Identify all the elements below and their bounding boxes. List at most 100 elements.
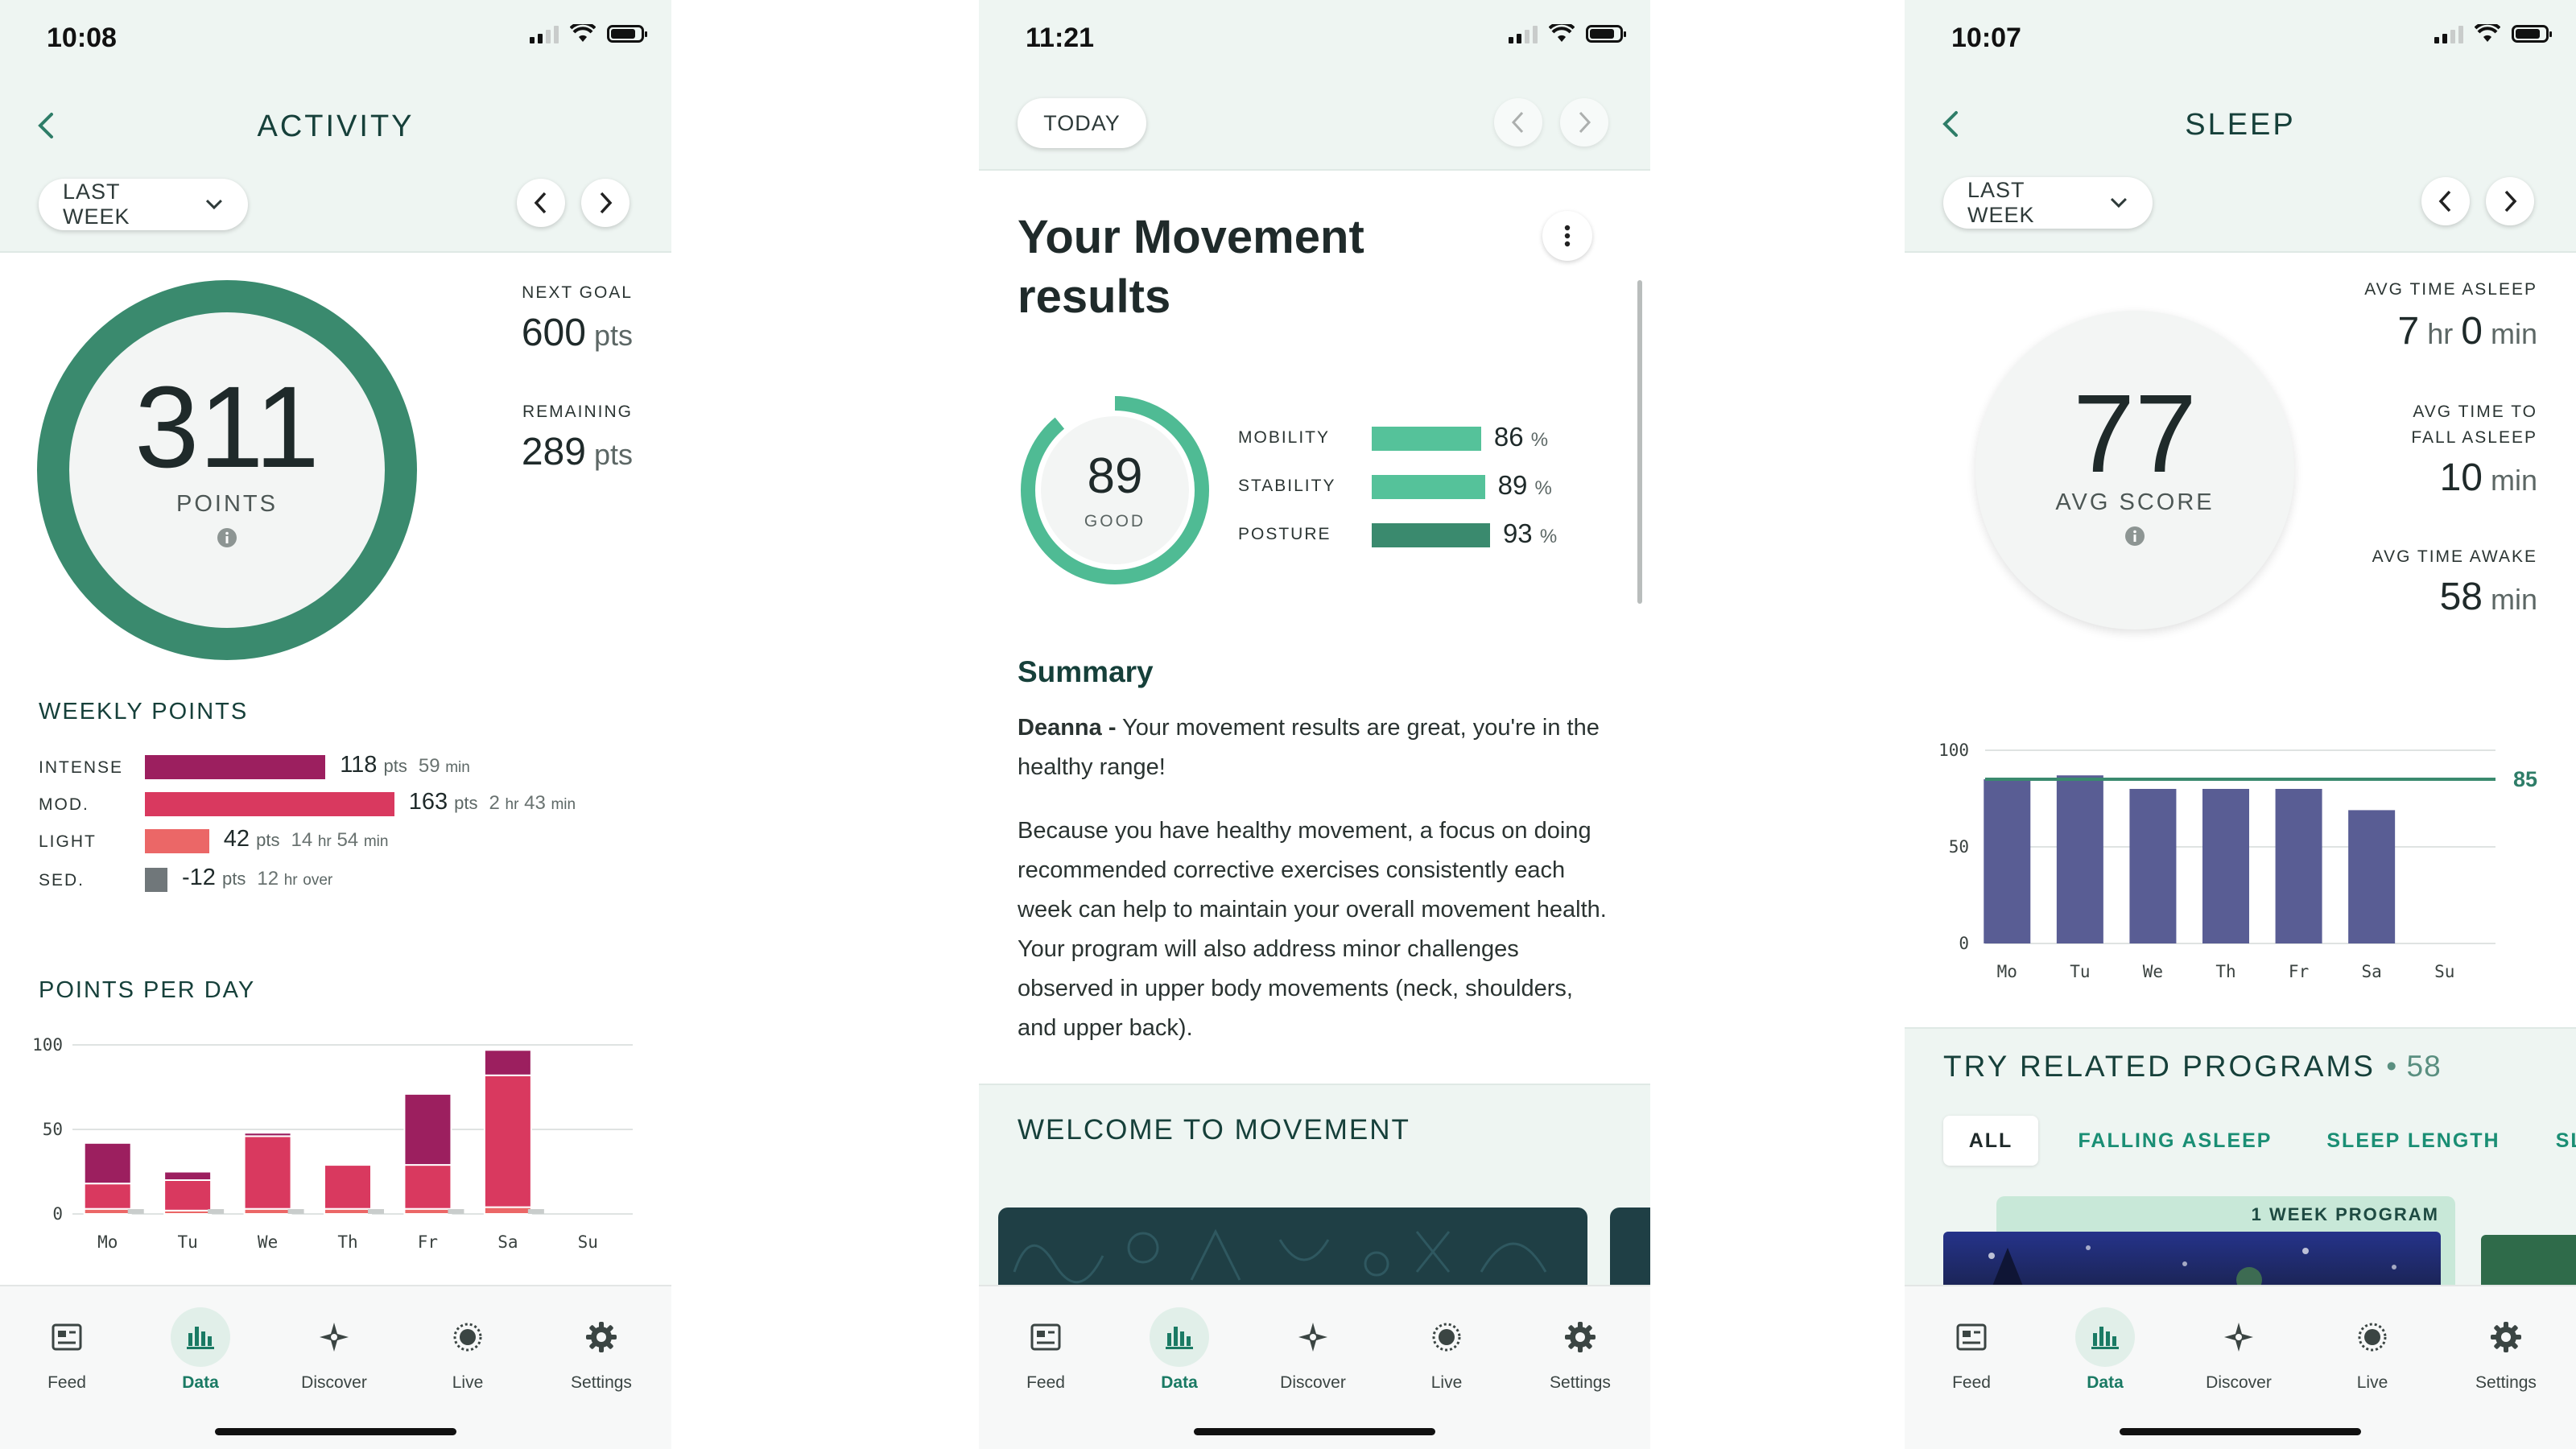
chevron-left-icon [534, 192, 547, 214]
filter-chip[interactable]: FALLING ASLEEP [2078, 1129, 2273, 1152]
back-chevron-icon[interactable] [1938, 108, 1963, 140]
tab-label: Discover [1280, 1373, 1346, 1392]
tab-live[interactable]: Live [2306, 1307, 2439, 1393]
weekly-row-label: LIGHT [39, 832, 97, 851]
points-bar-segment[interactable] [324, 1164, 372, 1210]
tab-settings[interactable]: Settings [2439, 1307, 2573, 1393]
tab-feed[interactable]: Feed [0, 1307, 134, 1393]
average-reference-label: 85 [2513, 767, 2537, 791]
weekly-row-label: INTENSE [39, 758, 124, 777]
weekly-row-value: 118 pts 59 min [340, 752, 470, 778]
tab-data[interactable]: Data [2038, 1307, 2172, 1393]
sedentary-bar-segment [208, 1209, 225, 1214]
sleep-score-bar[interactable] [1984, 779, 2031, 943]
movement-metric-label: MOBILITY [1238, 428, 1331, 447]
tab-data[interactable]: Data [1113, 1307, 1246, 1393]
points-bar-segment[interactable] [483, 1074, 532, 1208]
program-card-image [1943, 1232, 2441, 1288]
tab-label: Data [2087, 1373, 2124, 1392]
tab-discover[interactable]: Discover [1246, 1307, 1380, 1393]
filter-chip[interactable]: SLEEP LENGTH [2326, 1129, 2500, 1152]
welcome-card[interactable] [998, 1208, 1587, 1288]
tab-label: Live [452, 1373, 484, 1392]
tab-discover[interactable]: Discover [2172, 1307, 2306, 1393]
bar-chart-icon [171, 1307, 230, 1367]
today-button[interactable]: TODAY [1018, 98, 1146, 148]
tab-label: Data [182, 1373, 219, 1392]
status-icons [2434, 24, 2552, 43]
feed-icon [37, 1307, 97, 1367]
remaining-label: REMAINING [522, 402, 633, 421]
tab-feed[interactable]: Feed [1905, 1307, 2038, 1393]
next-program-card[interactable] [2481, 1235, 2576, 1291]
sedentary-bar-segment [368, 1209, 384, 1214]
bar-chart-icon [2075, 1307, 2135, 1367]
movement-heading: Your Movement results [1018, 211, 1364, 323]
info-icon[interactable] [217, 528, 237, 547]
previous-week-button[interactable] [517, 179, 565, 227]
sleep-score: 77 [2073, 372, 2197, 496]
back-chevron-icon[interactable] [34, 109, 58, 142]
weekly-points-title: WEEKLY POINTS [39, 699, 249, 724]
bar-chart-icon [1150, 1307, 1209, 1367]
tab-data[interactable]: Data [134, 1307, 267, 1393]
movement-score-ring [1021, 396, 1209, 584]
points-bar-segment[interactable] [483, 1206, 532, 1216]
tab-live[interactable]: Live [401, 1307, 535, 1393]
tab-live[interactable]: Live [1380, 1307, 1513, 1393]
points-bar-segment[interactable] [403, 1164, 452, 1210]
feed-icon [1942, 1307, 2001, 1367]
more-vertical-icon [1564, 225, 1571, 247]
x-tick-label: Mo [97, 1232, 118, 1252]
next-welcome-card[interactable] [1610, 1208, 1650, 1288]
chevron-right-icon [600, 192, 613, 214]
x-tick-label: Sa [2361, 962, 2381, 981]
points-bar-segment[interactable] [243, 1135, 292, 1210]
points-bar-segment[interactable] [403, 1092, 452, 1166]
x-tick-label: Tu [177, 1232, 197, 1252]
bottom-tab-bar: Feed Data Discover Live Settings [0, 1285, 671, 1449]
points-bar-segment[interactable] [483, 1049, 532, 1076]
next-week-button[interactable] [2486, 177, 2534, 225]
previous-day-button[interactable] [1494, 98, 1542, 147]
next-goal-value: 600 pts [521, 312, 633, 354]
points-bar-segment[interactable] [83, 1141, 132, 1185]
tab-settings[interactable]: Settings [535, 1307, 668, 1393]
tab-settings[interactable]: Settings [1513, 1307, 1647, 1393]
more-options-button[interactable] [1542, 211, 1592, 261]
x-tick-label: Tu [2070, 962, 2090, 981]
points-bar-segment[interactable] [163, 1179, 213, 1212]
gear-icon [2476, 1307, 2536, 1367]
scrollbar[interactable] [1637, 280, 1642, 604]
x-tick-label: Fr [2289, 962, 2309, 981]
points-bar-segment[interactable] [163, 1170, 213, 1181]
sedentary-bar-segment [448, 1209, 464, 1214]
points-bar-segment[interactable] [83, 1183, 132, 1210]
sleep-score-bar[interactable] [2129, 789, 2177, 943]
sleep-score-bar[interactable] [2202, 789, 2249, 943]
chevron-left-icon [1511, 111, 1524, 134]
x-tick-label: Su [2434, 962, 2454, 981]
summary-text: Deanna - Your movement results are great… [1018, 715, 1600, 780]
avg-time-asleep-value: 7 hr 0 min [2397, 310, 2537, 353]
filter-chip[interactable]: SLE [2555, 1129, 2576, 1152]
page-title: SLEEP [2185, 108, 2296, 142]
range-dropdown[interactable]: LAST WEEK [1943, 177, 2153, 229]
sleep-score-bar[interactable] [2348, 810, 2396, 943]
related-programs-title: TRY RELATED PROGRAMS • 58 [1943, 1050, 2442, 1083]
next-day-button[interactable] [1560, 98, 1608, 147]
range-dropdown[interactable]: LAST WEEK [39, 179, 248, 230]
info-icon[interactable] [2125, 526, 2145, 546]
movement-metric-label: STABILITY [1238, 477, 1336, 495]
tab-label: Settings [1550, 1373, 1611, 1392]
home-indicator [215, 1428, 456, 1435]
points-bar-segment[interactable] [243, 1132, 292, 1137]
filter-chip[interactable]: ALL [1943, 1116, 2038, 1166]
sleep-score-bar[interactable] [2056, 775, 2103, 943]
previous-week-button[interactable] [2421, 177, 2470, 225]
cellular-signal-icon [1509, 24, 1538, 43]
tab-feed[interactable]: Feed [979, 1307, 1113, 1393]
next-week-button[interactable] [581, 179, 630, 227]
sleep-score-bar[interactable] [2275, 789, 2322, 943]
tab-discover[interactable]: Discover [267, 1307, 401, 1393]
